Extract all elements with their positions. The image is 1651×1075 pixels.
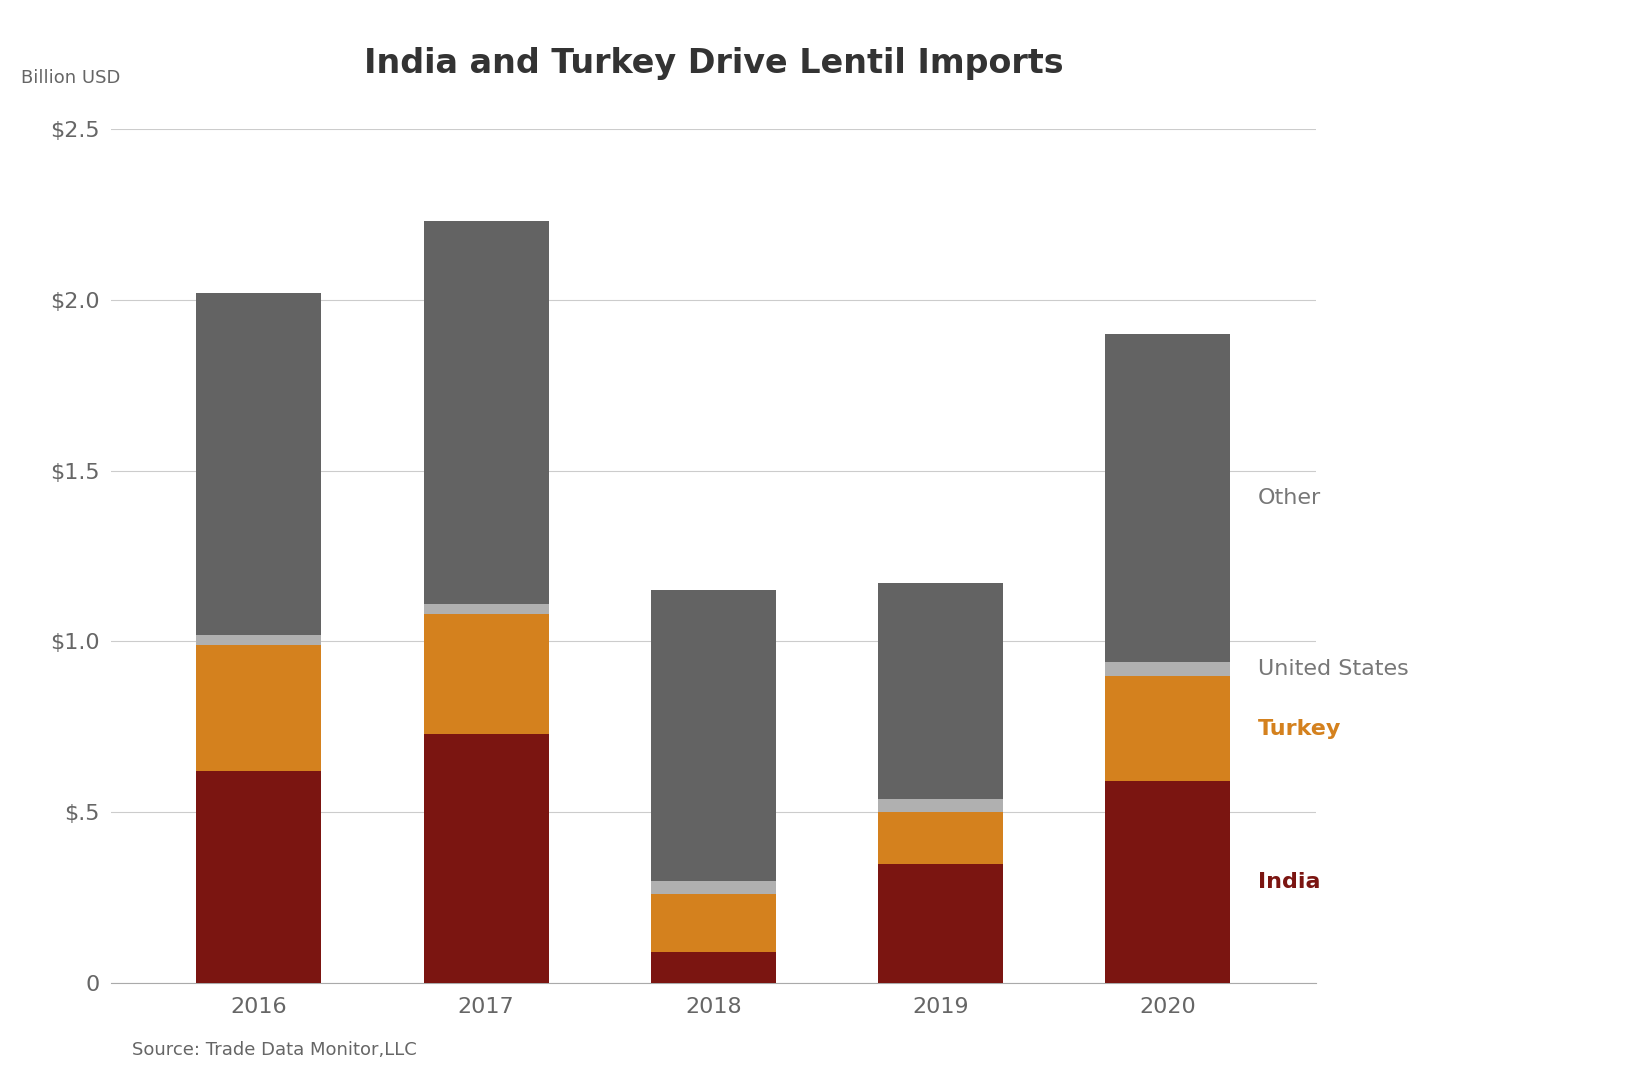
Bar xyxy=(1106,334,1230,662)
Bar xyxy=(424,733,548,984)
Bar xyxy=(878,584,1004,799)
Bar xyxy=(424,221,548,604)
Bar xyxy=(1106,675,1230,782)
Text: United States: United States xyxy=(1258,659,1408,678)
Text: Other: Other xyxy=(1258,488,1321,507)
Bar xyxy=(424,604,548,614)
Title: India and Turkey Drive Lentil Imports: India and Turkey Drive Lentil Imports xyxy=(363,47,1063,81)
Text: Turkey: Turkey xyxy=(1258,718,1341,739)
Bar xyxy=(196,292,322,634)
Bar xyxy=(650,880,776,894)
Bar xyxy=(650,590,776,880)
Bar xyxy=(424,614,548,733)
Bar xyxy=(650,894,776,952)
Bar xyxy=(196,771,322,984)
Text: Billion USD: Billion USD xyxy=(20,69,121,87)
Bar xyxy=(196,634,322,645)
Text: Source: Trade Data Monitor,LLC: Source: Trade Data Monitor,LLC xyxy=(132,1041,416,1059)
Bar xyxy=(878,799,1004,813)
Bar xyxy=(878,863,1004,984)
Bar xyxy=(650,952,776,984)
Text: India: India xyxy=(1258,872,1321,892)
Bar xyxy=(1106,782,1230,984)
Bar xyxy=(878,813,1004,863)
Bar xyxy=(196,645,322,771)
Bar xyxy=(1106,662,1230,675)
